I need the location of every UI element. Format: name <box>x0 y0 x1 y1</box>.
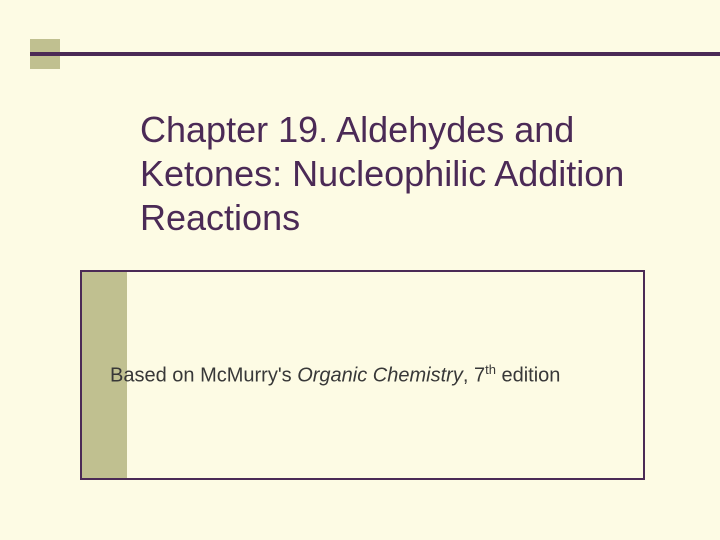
subtitle-box: Based on McMurry's Organic Chemistry, 7t… <box>80 270 645 480</box>
subtitle-superscript: th <box>485 362 496 377</box>
slide-title: Chapter 19. Aldehydes and Ketones: Nucle… <box>140 108 670 240</box>
slide: Chapter 19. Aldehydes and Ketones: Nucle… <box>0 0 720 540</box>
horizontal-rule <box>30 52 720 56</box>
subtitle-prefix: Based on McMurry's <box>110 365 297 387</box>
subtitle-after-sup: edition <box>496 365 561 387</box>
subtitle-before-sup: , 7 <box>463 365 485 387</box>
subtitle-italic: Organic Chemistry <box>297 365 463 387</box>
slide-subtitle: Based on McMurry's Organic Chemistry, 7t… <box>110 362 560 388</box>
